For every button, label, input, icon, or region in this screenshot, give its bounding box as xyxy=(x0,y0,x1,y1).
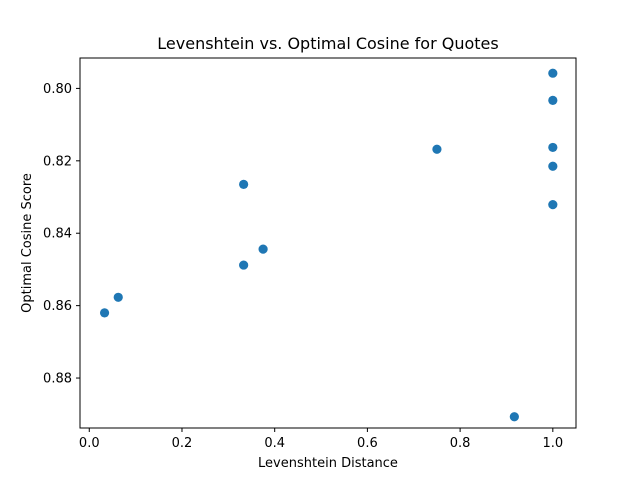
scatter-point xyxy=(548,200,558,210)
scatter-point xyxy=(548,95,558,105)
x-tick-label: 0.2 xyxy=(172,436,193,451)
scatter-point xyxy=(258,244,268,254)
x-axis: 0.0 0.2 0.4 0.6 0.8 1.0 xyxy=(79,428,563,451)
plot-area xyxy=(99,68,558,422)
x-tick-label: 0.6 xyxy=(357,436,378,451)
y-tick-label: 0.84 xyxy=(43,227,72,242)
y-axis: 0.80 0.82 0.84 0.86 0.88 xyxy=(43,82,80,387)
y-tick-label: 0.80 xyxy=(43,82,72,97)
scatter-point xyxy=(99,308,110,318)
y-tick-label: 0.86 xyxy=(43,299,72,314)
x-tick-label: 0.8 xyxy=(450,436,471,451)
x-tick-label: 1.0 xyxy=(542,436,563,451)
scatter-point xyxy=(548,161,558,171)
y-tick-label: 0.82 xyxy=(43,154,72,169)
scatter-point xyxy=(113,292,123,302)
scatter-point xyxy=(548,68,558,78)
y-axis-label: Optimal Cosine Score xyxy=(20,173,35,313)
x-tick-label: 0.0 xyxy=(79,436,100,451)
scatter-point xyxy=(548,142,558,153)
y-tick-label: 0.88 xyxy=(43,372,72,387)
axes-frame xyxy=(79,57,577,429)
scatter-point xyxy=(239,179,249,189)
scatter-point xyxy=(432,144,442,154)
x-tick-label: 0.4 xyxy=(264,436,285,451)
x-axis-label: Levenshtein Distance xyxy=(258,456,398,471)
scatter-point xyxy=(509,412,519,422)
chart-title: Levenshtein vs. Optimal Cosine for Quote… xyxy=(157,34,498,53)
scatter-point xyxy=(239,260,249,270)
